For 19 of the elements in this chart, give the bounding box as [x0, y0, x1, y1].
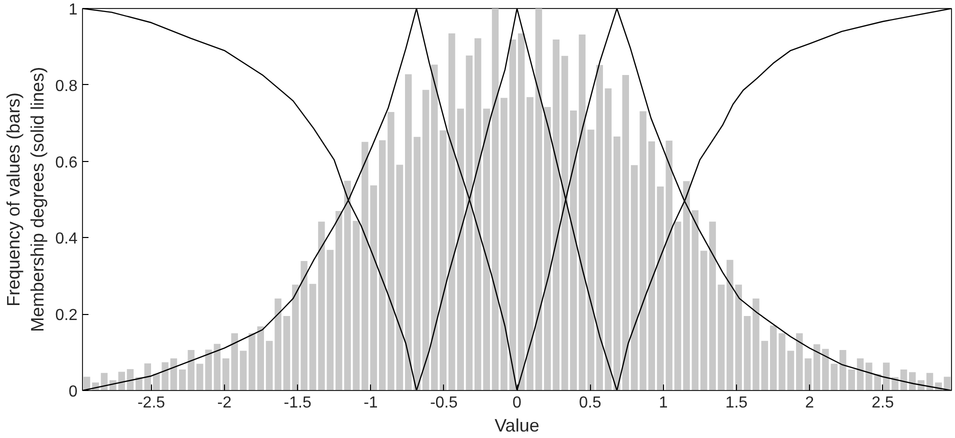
x-tick-label: -0.5 — [430, 394, 458, 412]
x-tick-label: -1.5 — [284, 394, 312, 412]
y-tick-label: 1 — [68, 2, 78, 18]
x-tick-label: 1 — [658, 394, 668, 412]
x-tick-label: 1.5 — [725, 394, 748, 412]
x-tick-label: -2.5 — [137, 394, 166, 412]
y-tick-label: 0 — [68, 384, 78, 400]
x-axis-title: Value — [494, 416, 540, 436]
x-tick-label: -2 — [217, 394, 232, 412]
y-tick-label: 0.8 — [55, 78, 78, 95]
y-tick-label: 0.4 — [55, 230, 78, 248]
y-tick-label: 0.2 — [55, 307, 78, 324]
x-tick-label: 2.5 — [872, 394, 894, 412]
x-tick-label: 0.5 — [579, 394, 602, 412]
x-tick-label: 2 — [805, 394, 814, 412]
y-tick-label: 0.6 — [55, 154, 78, 172]
x-tick-label: -1 — [364, 394, 378, 412]
x-tick-label: 0 — [512, 394, 522, 412]
y-axis-title: Frequency of values (bars) Membership degrees (solid lines) — [3, 66, 48, 332]
